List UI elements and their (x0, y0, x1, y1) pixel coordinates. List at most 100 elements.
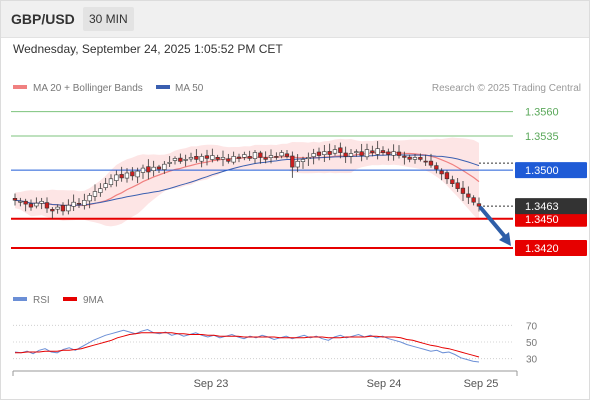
chart-datetime: Wednesday, September 24, 2025 1:05:52 PM… (13, 42, 283, 56)
candle-body (156, 166, 162, 170)
level-tag-1.3450 (515, 210, 587, 227)
candle-body (290, 155, 295, 168)
level-label-1.3500: 1.3500 (525, 165, 559, 177)
candle-body (274, 156, 279, 158)
rsi-legend-label: RSI (33, 295, 50, 306)
candle-body (242, 154, 247, 158)
candle-body (28, 203, 34, 208)
candle-body (460, 187, 466, 194)
candle-body (162, 163, 167, 170)
candle-body (450, 179, 455, 184)
ma20-legend-swatch (13, 85, 27, 89)
forecast-arrow-head (499, 232, 511, 247)
candle-body (247, 156, 252, 159)
candle-body (407, 156, 412, 160)
ma50-legend-swatch (156, 85, 170, 89)
candle-body (428, 160, 434, 166)
candle-body (279, 152, 284, 157)
candle-body (188, 157, 194, 160)
timeframe-button[interactable]: 30 MIN (83, 7, 134, 31)
forecast-arrow-layer (479, 206, 511, 247)
candle-body (284, 153, 290, 157)
candle-body (220, 157, 226, 160)
symbol-label: GBP/USD (11, 11, 75, 27)
candle-body (338, 147, 343, 153)
candle-body (258, 152, 263, 158)
rsi-ma-legend-swatch (63, 297, 77, 301)
candle-body (370, 150, 375, 153)
bollinger-band-area (15, 137, 479, 227)
candle-body (359, 151, 364, 156)
candle-body (236, 156, 242, 159)
time-tick-label: Sep 24 (367, 378, 402, 390)
candle-body (204, 155, 210, 159)
candle-body (18, 201, 23, 203)
rsi-legend: RSI 9MA (13, 295, 104, 306)
candle-body (332, 149, 338, 154)
candle-body (130, 171, 135, 177)
candle-body (215, 157, 220, 160)
candle-body (194, 156, 199, 160)
rsi-legend-swatch (13, 297, 27, 301)
candle-body (108, 178, 114, 186)
candle-body (300, 159, 306, 162)
candle-body (348, 153, 354, 157)
candle-body (226, 158, 231, 162)
candle-body (135, 170, 140, 178)
candle-body (167, 162, 172, 164)
level-label-1.3420: 1.3420 (525, 243, 559, 255)
candle-body (327, 151, 332, 155)
candle-body (412, 157, 418, 160)
candle-body (60, 205, 66, 212)
candle-body (23, 200, 28, 205)
candle-body (343, 152, 348, 157)
candle-body (380, 150, 386, 153)
candle-body (311, 153, 316, 158)
candle-body (151, 166, 156, 171)
candle-body (39, 201, 44, 204)
level-tag-1.3500 (515, 162, 587, 179)
candle-body (66, 204, 71, 212)
level-labels-layer: 1.3560 1.3535 1.3500 1.3450 1.3420 1.3463 (515, 107, 587, 257)
candle-body (50, 209, 55, 212)
ma50-legend-label: MA 50 (175, 83, 204, 94)
candle-body (322, 151, 327, 156)
candle-body (306, 157, 311, 159)
moving-average-layer (14, 151, 480, 207)
candle-body (455, 182, 460, 189)
candle-body (364, 149, 370, 158)
candle-body (34, 202, 39, 207)
forecast-arrow-shaft (479, 206, 509, 242)
ma50-line (14, 154, 480, 206)
current-price-tag (515, 198, 587, 215)
rsi-tick-50: 50 (526, 338, 538, 349)
candle-body (55, 206, 60, 210)
candle-body (140, 167, 146, 173)
candle-body (199, 156, 204, 162)
bollinger-band-layer (15, 137, 479, 227)
candle-body (471, 197, 476, 203)
level-label-1.3535: 1.3535 (525, 131, 559, 143)
candle-body (76, 203, 82, 205)
candle-body (92, 191, 98, 197)
candle-body (391, 151, 396, 156)
candle-body (466, 193, 471, 198)
rsi-tick-30: 30 (526, 355, 538, 366)
level-label-1.3560: 1.3560 (525, 107, 559, 119)
candle-body (354, 151, 359, 154)
candle-body (124, 172, 130, 179)
candle-body (434, 165, 439, 170)
rsi-panel: 70 50 30 (13, 321, 538, 366)
candle-body (172, 158, 178, 161)
candle-body (98, 188, 103, 193)
rsi-ma-line (15, 332, 480, 358)
candle-body (316, 151, 322, 156)
ma20-legend-label: MA 20 + Bollinger Bands (33, 83, 143, 94)
candle-body (295, 161, 300, 168)
candle-body (423, 160, 428, 163)
candle-body (71, 201, 76, 207)
candle-body (263, 157, 268, 160)
candle-body (103, 183, 108, 188)
candle-body (375, 148, 380, 155)
